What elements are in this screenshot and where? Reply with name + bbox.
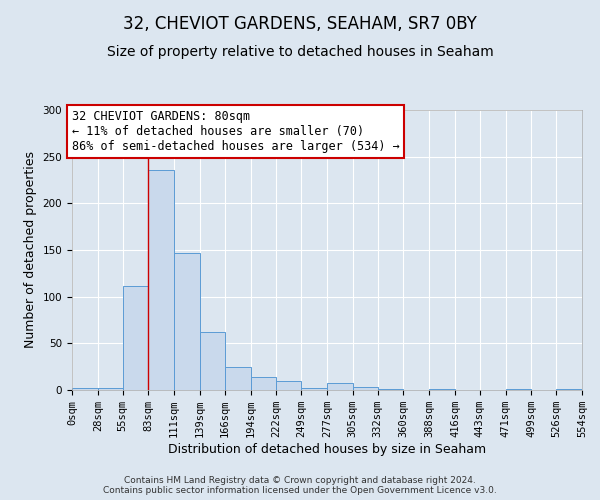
Bar — [506, 389, 532, 390]
Bar — [429, 389, 455, 390]
Bar — [327, 382, 353, 390]
Bar — [122, 286, 148, 390]
Bar — [277, 380, 301, 390]
Text: Size of property relative to detached houses in Seaham: Size of property relative to detached ho… — [107, 45, 493, 59]
Bar — [353, 387, 377, 390]
Bar — [225, 366, 251, 390]
Bar — [148, 170, 174, 390]
Bar — [200, 332, 225, 390]
Y-axis label: Number of detached properties: Number of detached properties — [24, 152, 37, 348]
Text: 32 CHEVIOT GARDENS: 80sqm
← 11% of detached houses are smaller (70)
86% of semi-: 32 CHEVIOT GARDENS: 80sqm ← 11% of detac… — [72, 110, 400, 153]
Bar — [556, 389, 582, 390]
Text: Contains HM Land Registry data © Crown copyright and database right 2024.
Contai: Contains HM Land Registry data © Crown c… — [103, 476, 497, 495]
Bar — [174, 253, 200, 390]
Bar — [251, 377, 277, 390]
Bar — [98, 388, 122, 390]
Bar — [377, 389, 403, 390]
X-axis label: Distribution of detached houses by size in Seaham: Distribution of detached houses by size … — [168, 443, 486, 456]
Bar — [301, 388, 327, 390]
Text: 32, CHEVIOT GARDENS, SEAHAM, SR7 0BY: 32, CHEVIOT GARDENS, SEAHAM, SR7 0BY — [123, 15, 477, 33]
Bar — [72, 388, 98, 390]
